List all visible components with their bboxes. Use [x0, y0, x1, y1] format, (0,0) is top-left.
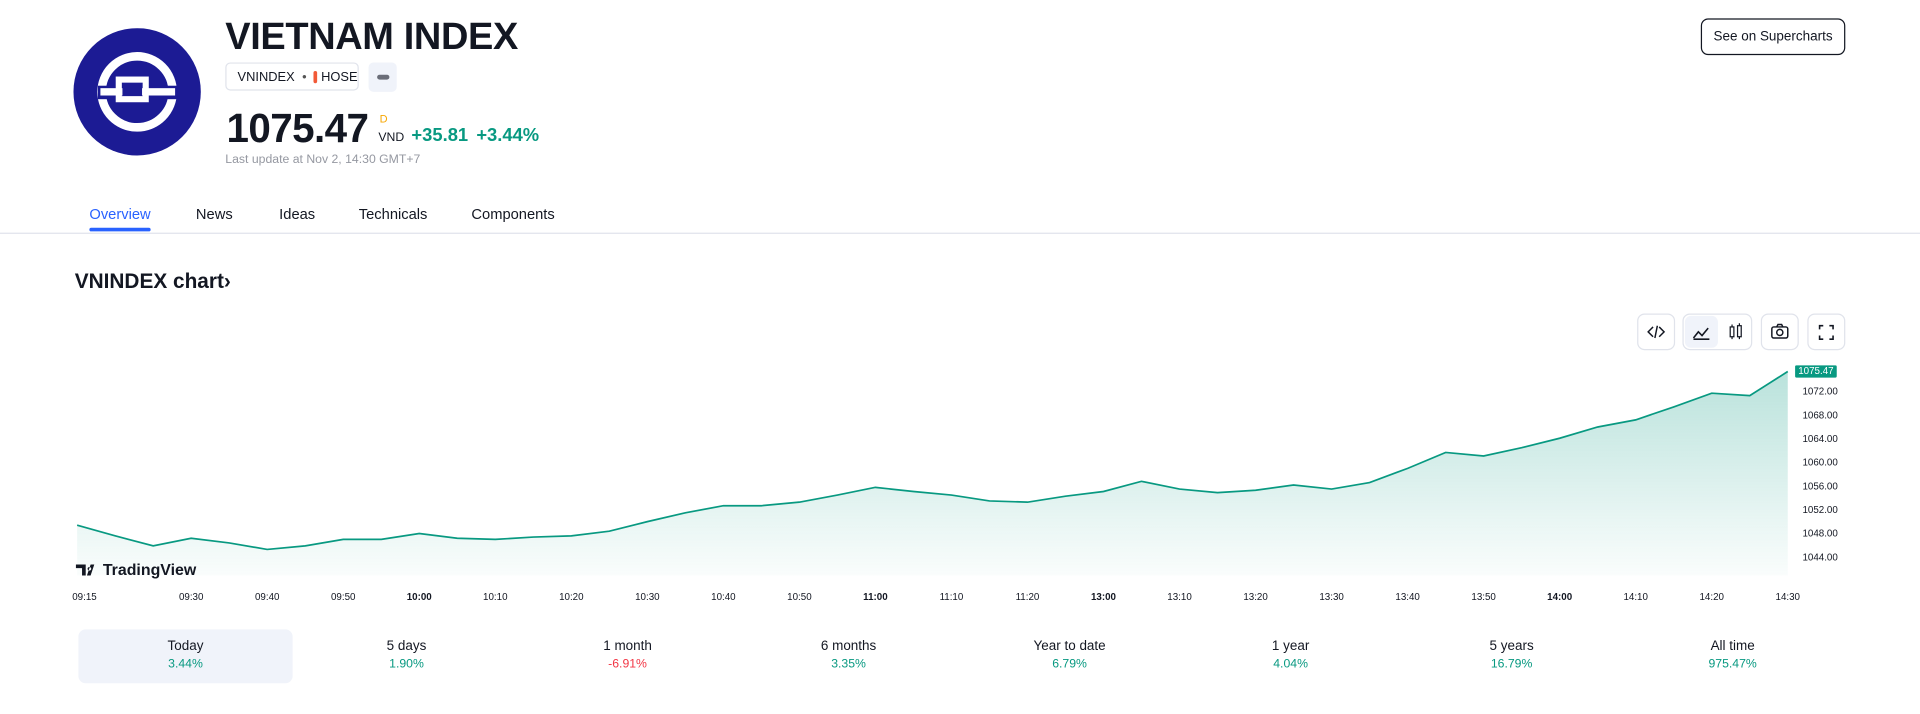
period-change: 3.35% — [831, 657, 866, 672]
watermark: TradingView — [103, 562, 197, 579]
tab[interactable]: Components — [471, 205, 555, 223]
x-tick-label: 11:20 — [1016, 592, 1040, 603]
period-change: -6.91% — [608, 657, 647, 672]
period-change: 4.04% — [1273, 657, 1308, 672]
x-tick-label: 10:10 — [483, 592, 508, 603]
period-label: Today — [167, 639, 204, 654]
period-button[interactable]: 1 month -6.91% — [520, 629, 734, 683]
y-tick-label: 1064.00 — [1802, 434, 1838, 445]
period-change: 6.79% — [1052, 657, 1087, 672]
period-button[interactable]: Today 3.44% — [78, 629, 293, 684]
period-button[interactable]: 1 year 4.04% — [1183, 629, 1397, 683]
change-percent: +3.44% — [476, 124, 540, 146]
title: VIETNAM INDEX — [225, 14, 518, 58]
last-price-tag — [1795, 365, 1837, 378]
x-tick-label: 10:20 — [559, 592, 584, 603]
x-tick-label: 13:20 — [1243, 592, 1268, 603]
chart: 1044.00 1048.00 1052.00 1056.00 1060.00 1064.… — [72, 365, 1838, 603]
line-type-button[interactable] — [1684, 315, 1718, 348]
watermark-logo — [75, 564, 95, 576]
tab-bar: Overview News Ideas Technicals Components — [0, 203, 1920, 234]
y-tick-label: 1052.00 — [1802, 505, 1838, 516]
tab[interactable]: News — [195, 205, 233, 223]
x-tick-label: 09:30 — [179, 592, 204, 603]
x-tick-label: 10:40 — [711, 592, 736, 603]
period-change: 16.79% — [1490, 657, 1533, 672]
logo — [73, 28, 201, 156]
embed-button[interactable] — [1637, 313, 1676, 351]
x-tick-label: 10:00 — [407, 592, 433, 603]
period-change: 3.44% — [168, 657, 203, 672]
period-label: 1 month — [603, 639, 652, 654]
x-tick-label: 13:50 — [1471, 592, 1496, 603]
x-tick-label: 13:30 — [1319, 592, 1344, 603]
period-change: 975.47% — [1708, 657, 1757, 672]
x-tick-label: 14:00 — [1547, 592, 1573, 603]
period-label: 5 days — [386, 639, 427, 654]
fullscreen-button[interactable] — [1807, 313, 1846, 351]
y-tick-label: 1060.00 — [1802, 458, 1838, 469]
period-button[interactable]: 5 days 1.90% — [299, 629, 513, 683]
x-tick-label: 09:50 — [331, 592, 356, 603]
x-tick-label: 13:40 — [1395, 592, 1420, 603]
period-label: 1 year — [1271, 639, 1310, 654]
last-update: Last update at Nov 2, 14:30 GMT+7 — [225, 153, 421, 167]
currency: VND — [378, 131, 405, 145]
y-tick-label: 1044.00 — [1802, 552, 1838, 563]
period-label: 5 years — [1489, 639, 1534, 654]
x-tick-label: 09:15 — [72, 592, 97, 603]
x-tick-label: 13:10 — [1167, 592, 1192, 603]
chart-type-group — [1682, 313, 1753, 351]
section-title[interactable]: VNINDEX chart› — [74, 269, 231, 293]
period-change: 1.90% — [389, 657, 424, 672]
x-tick-label: 10:50 — [787, 592, 812, 603]
supercharts-button[interactable]: See on Supercharts — [1700, 18, 1846, 56]
period-label: Year to date — [1033, 639, 1106, 654]
symbol: VNINDEX — [237, 69, 295, 84]
period-label: All time — [1710, 639, 1755, 654]
area-fill — [77, 371, 1788, 576]
tab[interactable]: Overview — [89, 205, 151, 232]
y-tick-label: 1048.00 — [1802, 529, 1838, 540]
last-price-label: 1075.47 — [1798, 366, 1833, 377]
period-button[interactable]: 6 months 3.35% — [741, 629, 955, 683]
screenshot-button[interactable] — [1760, 313, 1799, 351]
y-tick-label: 1056.00 — [1802, 481, 1838, 492]
y-tick-label: 1072.00 — [1802, 387, 1838, 398]
x-tick-label: 11:00 — [863, 592, 888, 603]
y-tick-label: 1068.00 — [1802, 410, 1838, 421]
candle-type-button[interactable] — [1719, 316, 1751, 348]
x-tick-label: 13:00 — [1091, 592, 1117, 603]
change: +35.81 — [411, 124, 469, 146]
price: 1075.47 — [226, 105, 369, 151]
tab[interactable]: Ideas — [279, 205, 316, 223]
price-line — [76, 370, 1789, 551]
tab[interactable]: Technicals — [358, 205, 428, 223]
x-tick-label: 14:10 — [1623, 592, 1648, 603]
x-tick-label: 10:30 — [635, 592, 660, 603]
price-suffix: D — [379, 112, 388, 125]
x-tick-label: 11:10 — [940, 592, 964, 603]
exchange: HOSE — [321, 69, 358, 84]
symbol-badge[interactable]: VNINDEX • HOSE — [225, 62, 359, 91]
x-tick-label: 14:30 — [1776, 592, 1801, 603]
period-button[interactable]: Year to date 6.79% — [962, 629, 1176, 683]
period-label: 6 months — [820, 639, 877, 654]
more-button[interactable] — [368, 62, 397, 92]
x-tick-label: 14:20 — [1699, 592, 1724, 603]
period-button[interactable]: 5 years 16.79% — [1404, 629, 1618, 683]
x-tick-label: 09:40 — [255, 592, 280, 603]
period-button[interactable]: All time 975.47% — [1626, 629, 1840, 683]
